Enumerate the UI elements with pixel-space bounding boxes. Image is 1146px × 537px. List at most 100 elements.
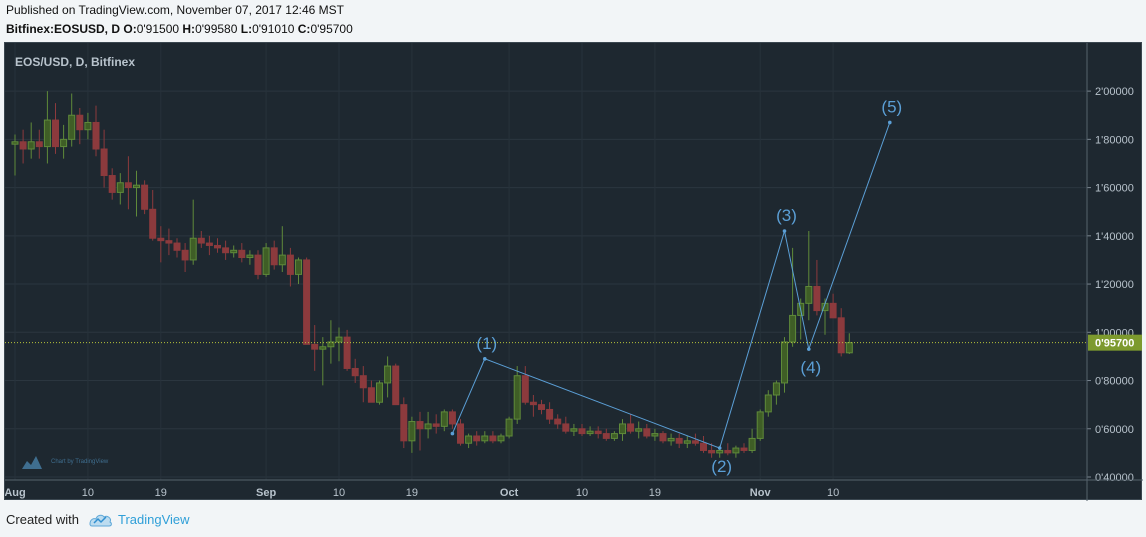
candle-body (432, 423, 440, 427)
candle (408, 416, 416, 453)
candle (651, 428, 659, 441)
candle (52, 103, 59, 154)
candle (562, 416, 570, 434)
candle (173, 238, 181, 258)
candle-body (805, 285, 813, 304)
candle (262, 243, 270, 277)
candle (157, 226, 165, 263)
candle (465, 433, 473, 449)
candle-body (92, 121, 100, 150)
candle (384, 356, 392, 398)
candle-body (68, 114, 76, 140)
candle (708, 443, 716, 458)
close-label: C: (297, 22, 311, 36)
candle (376, 380, 383, 405)
candle-body (781, 341, 788, 384)
candle-body (748, 437, 756, 451)
watermark-text: Chart by TradingView (51, 459, 109, 465)
candle-body (619, 423, 626, 435)
candle (68, 93, 76, 147)
candle-body (756, 411, 764, 439)
candle-body (359, 375, 367, 389)
candle (489, 431, 497, 444)
candle-body (108, 175, 116, 193)
x-tick-label: Sep (256, 487, 276, 499)
candle (643, 423, 651, 439)
candle (335, 327, 343, 362)
candle (60, 124, 68, 159)
candle-body (84, 121, 92, 131)
candle-body (789, 314, 797, 343)
candle (813, 259, 821, 316)
candle (554, 414, 562, 429)
candle-body (351, 367, 359, 377)
candle-body (416, 421, 424, 430)
candle-body (230, 249, 238, 254)
candle (214, 238, 221, 253)
y-tick-label: 1'20000 (1095, 279, 1134, 291)
candle (43, 91, 51, 164)
candle-body (610, 433, 618, 439)
x-tick-label: 10 (82, 487, 94, 499)
high-value: 0'99580 (195, 22, 238, 36)
candlestick-chart[interactable]: (1)(2)(3)(4)(5) 0'400000'600000'800001'0… (5, 43, 1143, 501)
chart-title: EOS/USD, D, Bitfinex (15, 55, 135, 69)
candle-body (538, 404, 545, 410)
candle-body (205, 242, 213, 246)
candle (181, 243, 189, 272)
candle-body (465, 435, 473, 444)
candle (781, 337, 788, 393)
candle-body (60, 138, 68, 148)
candle (546, 402, 554, 424)
candle-body (141, 184, 149, 210)
watermark: Chart by TradingView (22, 456, 109, 469)
x-tick-label: 19 (649, 487, 661, 499)
candle (756, 409, 764, 441)
candle-body (724, 449, 732, 454)
candle (278, 226, 286, 272)
y-tick-label: 1'80000 (1095, 134, 1134, 146)
chart-frame[interactable]: (1) (2) (3) (4) (5) 0'40000 0'60000 0'80000 1'0… (4, 42, 1143, 501)
candle (829, 293, 837, 319)
candle-body (189, 237, 197, 261)
footer-created-with: Created with (6, 512, 79, 527)
candle (311, 325, 319, 371)
candle (505, 416, 513, 439)
candle-body (392, 365, 400, 406)
candle (789, 247, 797, 347)
candle (594, 426, 602, 439)
open-value: 0'91500 (136, 22, 180, 36)
wave-point (888, 120, 892, 125)
candle-body (343, 336, 351, 369)
candle-body (222, 247, 230, 254)
candle-body (214, 244, 221, 249)
candle-body (319, 346, 327, 350)
wave-point (807, 347, 811, 351)
candle-body (546, 408, 554, 420)
wave-label: (2) (711, 457, 732, 476)
x-tick-label: Nov (750, 487, 772, 499)
candle-body (529, 401, 537, 406)
x-tick-label: 19 (155, 487, 167, 499)
wave-label: (1) (476, 334, 497, 353)
candle (481, 431, 489, 444)
candle (619, 419, 626, 441)
candle-body (578, 428, 586, 435)
candle (76, 108, 84, 145)
footer-brand-link[interactable]: TradingView (118, 512, 190, 527)
candle-body (408, 421, 416, 442)
candle (392, 363, 400, 406)
candle (440, 409, 448, 432)
candle (270, 240, 278, 270)
candle (189, 199, 197, 265)
candle-body (651, 433, 659, 437)
y-tick-label: 1'40000 (1095, 231, 1134, 243)
candle (205, 235, 213, 256)
wave-point (717, 446, 722, 450)
candle-body (157, 237, 165, 242)
candle (367, 380, 375, 403)
candle-body (667, 437, 675, 442)
candle-body (335, 336, 343, 343)
x-tick-label: 10 (576, 487, 588, 499)
wave-label: (3) (776, 206, 797, 225)
